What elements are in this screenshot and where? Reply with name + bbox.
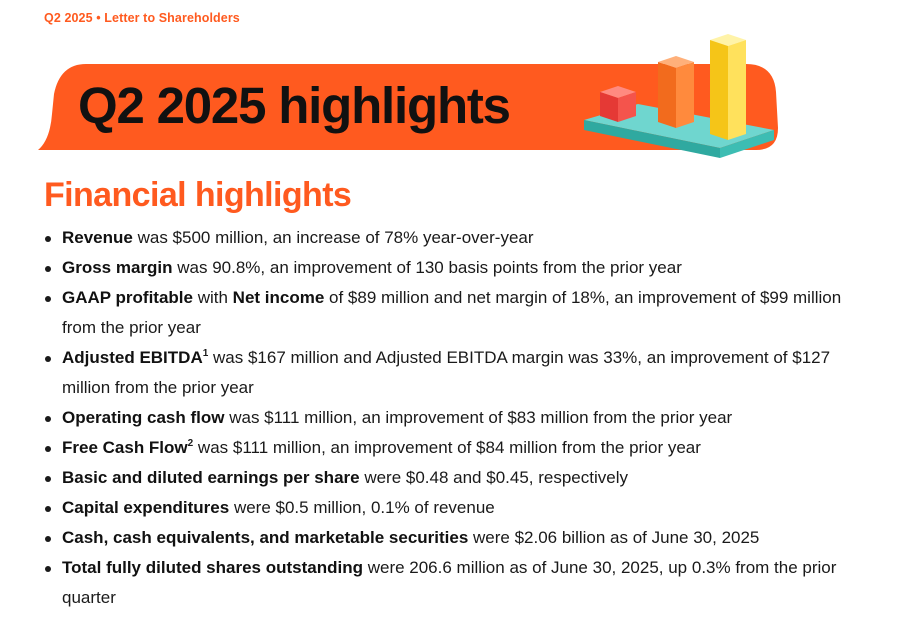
section-title: Financial highlights <box>44 176 352 214</box>
highlight-label: Operating cash flow <box>62 408 225 427</box>
highlight-text: was 90.8%, an improvement of 130 basis p… <box>172 258 682 277</box>
highlight-label: Free Cash Flow <box>62 438 188 457</box>
highlight-label: Cash, cash equivalents, and marketable s… <box>62 528 469 547</box>
highlight-text: were $2.06 billion as of June 30, 2025 <box>468 528 760 547</box>
list-item: Capital expenditures were $0.5 million, … <box>45 493 852 523</box>
list-item: Adjusted EBITDA1 was $167 million and Ad… <box>45 343 852 403</box>
financial-highlights-list: Revenue was $500 million, an increase of… <box>40 223 852 613</box>
list-item: Gross margin was 90.8%, an improvement o… <box>45 253 852 283</box>
document-kicker: Q2 2025 • Letter to Shareholders <box>44 11 240 25</box>
banner-title: Q2 2025 highlights <box>78 77 511 134</box>
highlight-label: GAAP profitable <box>62 288 193 307</box>
footnote-marker: 1 <box>202 348 209 359</box>
highlight-label: Gross margin <box>62 258 173 277</box>
highlight-connector: with <box>192 288 233 307</box>
list-item: Free Cash Flow2 was $111 million, an imp… <box>45 433 852 463</box>
highlight-text: were 206.6 million as of June 30, 2025, … <box>62 558 837 607</box>
highlight-text: was $111 million, an improvement of $83 … <box>224 408 733 427</box>
highlight-label: Net income <box>232 288 325 307</box>
highlight-label: Adjusted EBITDA <box>62 348 203 367</box>
highlight-text: were $0.48 and $0.45, respectively <box>359 468 628 487</box>
footnote-marker: 2 <box>187 438 194 449</box>
highlight-text: of $89 million and net margin of 18%, an… <box>62 288 842 337</box>
highlight-label: Total fully diluted shares outstanding <box>62 558 363 577</box>
highlight-label: Revenue <box>62 228 133 247</box>
list-item: Total fully diluted shares outstanding w… <box>45 553 852 613</box>
highlight-text: was $111 million, an improvement of $84 … <box>193 438 701 457</box>
list-item: Cash, cash equivalents, and marketable s… <box>45 523 852 553</box>
list-item: Revenue was $500 million, an increase of… <box>45 223 852 253</box>
highlights-banner: Q2 2025 highlights <box>38 64 778 150</box>
highlight-label: Basic and diluted earnings per share <box>62 468 360 487</box>
list-item: GAAP profitable with Net income of $89 m… <box>45 283 852 343</box>
list-item: Operating cash flow was $111 million, an… <box>45 403 852 433</box>
highlight-label: Capital expenditures <box>62 498 230 517</box>
highlight-text: was $167 million and Adjusted EBITDA mar… <box>62 348 831 397</box>
bar-chart-icon <box>584 34 774 158</box>
highlight-text: were $0.5 million, 0.1% of revenue <box>229 498 495 517</box>
highlight-text: was $500 million, an increase of 78% yea… <box>132 228 534 247</box>
list-item: Basic and diluted earnings per share wer… <box>45 463 852 493</box>
